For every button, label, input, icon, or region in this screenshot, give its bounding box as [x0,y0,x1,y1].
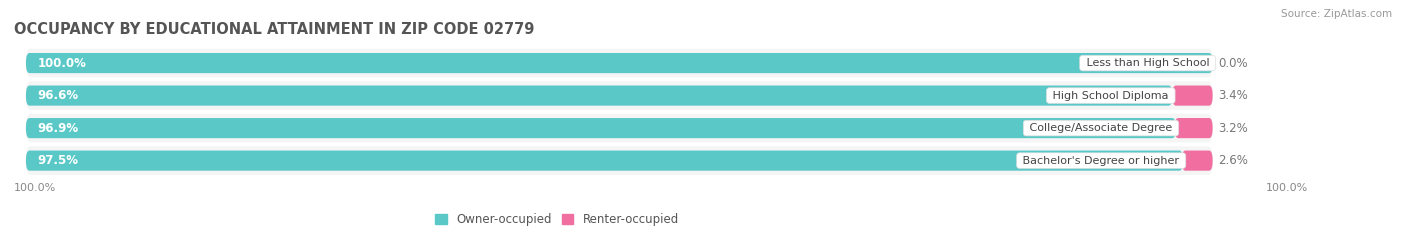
FancyBboxPatch shape [25,81,1212,110]
Text: 100.0%: 100.0% [38,57,87,70]
Text: 3.2%: 3.2% [1219,122,1249,135]
Text: College/Associate Degree: College/Associate Degree [1026,123,1175,133]
Text: 0.0%: 0.0% [1219,57,1249,70]
FancyBboxPatch shape [1182,151,1212,171]
Legend: Owner-occupied, Renter-occupied: Owner-occupied, Renter-occupied [436,213,679,226]
FancyBboxPatch shape [25,151,1182,171]
Text: 100.0%: 100.0% [14,183,56,193]
FancyBboxPatch shape [25,118,1175,138]
Text: 97.5%: 97.5% [38,154,79,167]
Text: 96.6%: 96.6% [38,89,79,102]
Text: Less than High School: Less than High School [1083,58,1212,68]
FancyBboxPatch shape [1173,86,1212,106]
Text: Bachelor's Degree or higher: Bachelor's Degree or higher [1019,156,1182,166]
FancyBboxPatch shape [25,86,1173,106]
Text: 96.9%: 96.9% [38,122,79,135]
Text: 2.6%: 2.6% [1219,154,1249,167]
Text: Source: ZipAtlas.com: Source: ZipAtlas.com [1281,9,1392,19]
Text: 100.0%: 100.0% [1265,183,1308,193]
FancyBboxPatch shape [25,49,1212,77]
Text: 3.4%: 3.4% [1219,89,1249,102]
FancyBboxPatch shape [25,53,1212,73]
Text: High School Diploma: High School Diploma [1049,91,1173,101]
FancyBboxPatch shape [25,114,1212,142]
FancyBboxPatch shape [1174,118,1212,138]
FancyBboxPatch shape [25,146,1212,175]
Text: OCCUPANCY BY EDUCATIONAL ATTAINMENT IN ZIP CODE 02779: OCCUPANCY BY EDUCATIONAL ATTAINMENT IN Z… [14,22,534,37]
